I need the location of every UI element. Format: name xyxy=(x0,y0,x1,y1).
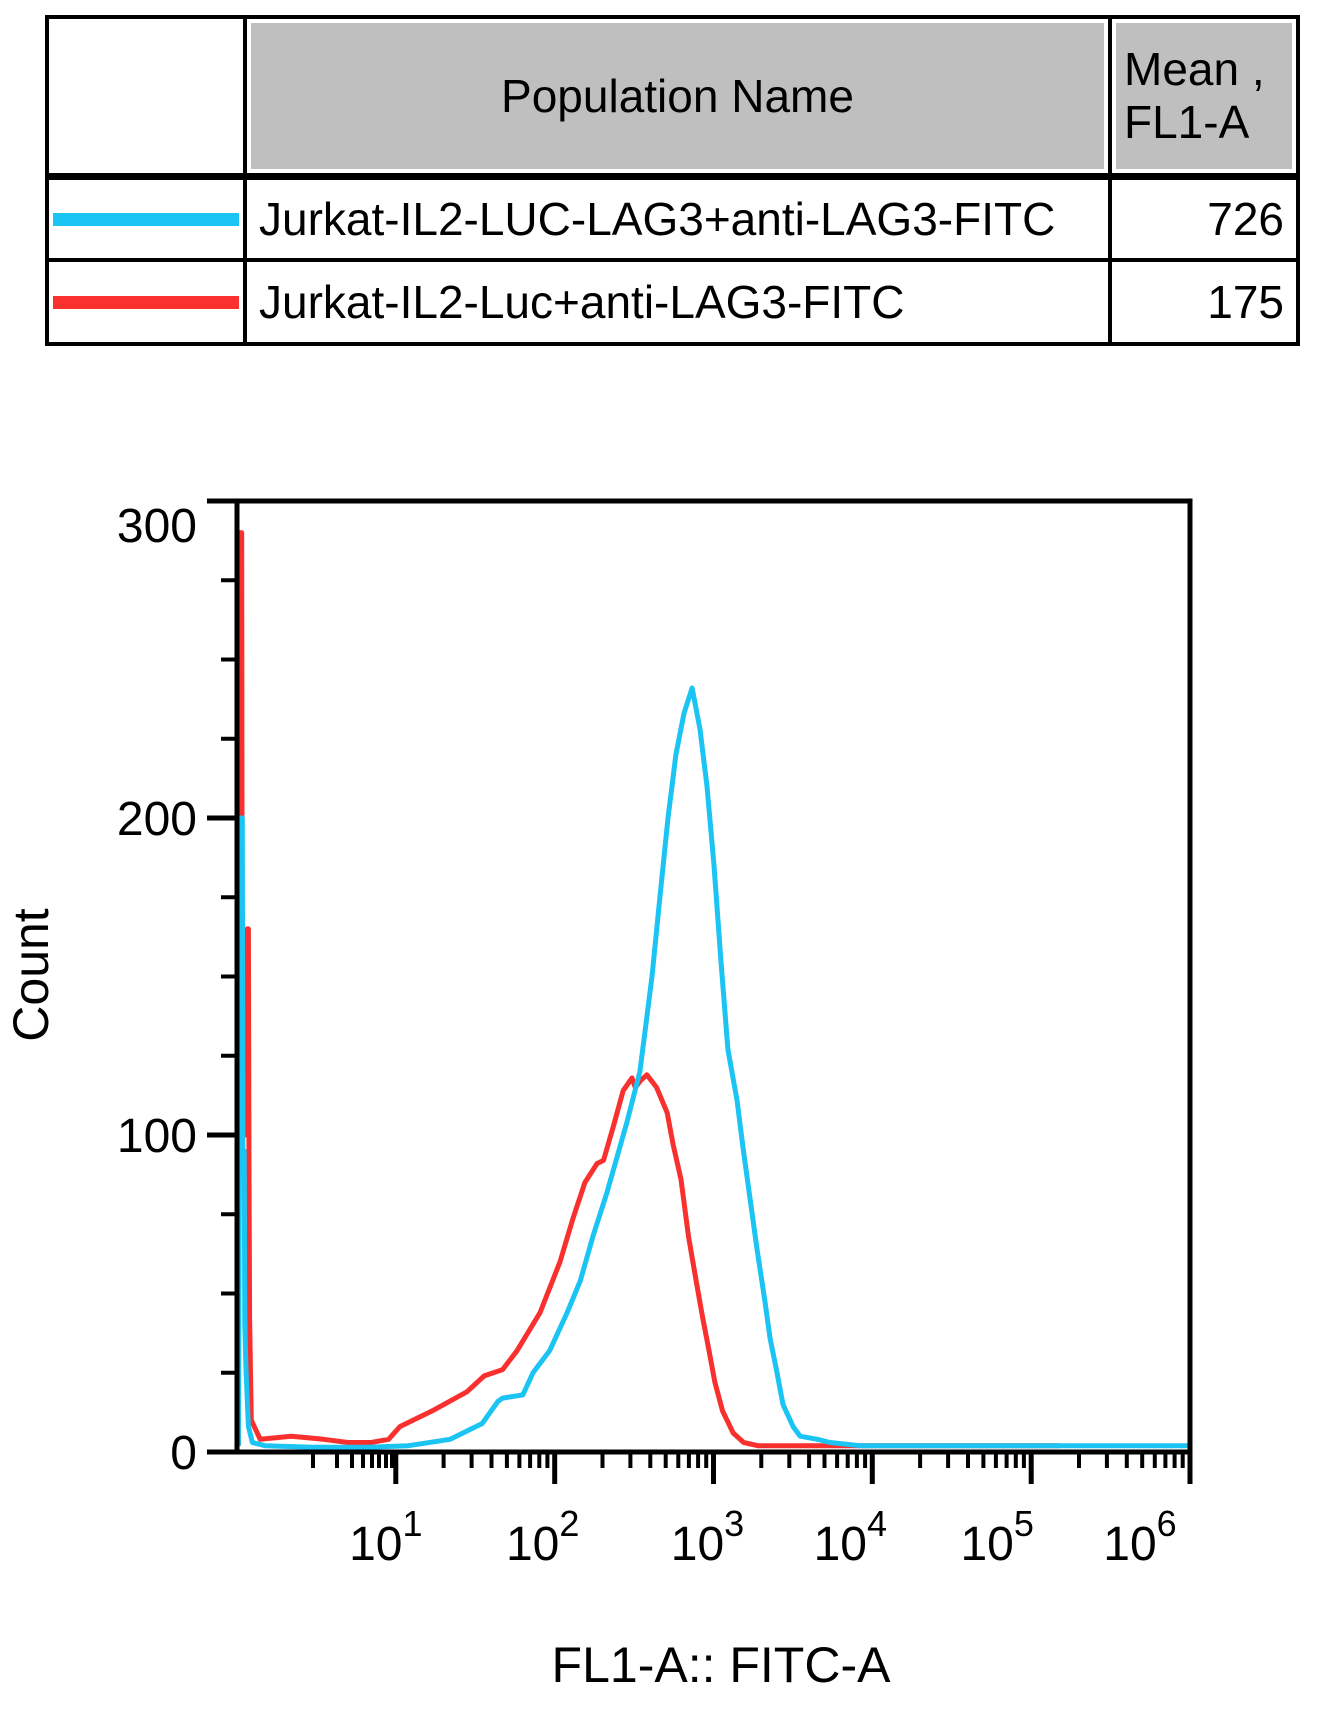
legend-header-swatch-cell xyxy=(49,19,247,180)
svg-text:200: 200 xyxy=(117,793,197,846)
table-row-1-name-cell: Jurkat-IL2-LUC-LAG3+anti-LAG3-FITC xyxy=(247,180,1112,262)
table-row-1-swatch-cell xyxy=(49,180,247,262)
population-name-1: Jurkat-IL2-LUC-LAG3+anti-LAG3-FITC xyxy=(259,192,1056,245)
plot-frame xyxy=(234,498,1193,1455)
legend-header-mean-cell: Mean , FL1-A xyxy=(1112,19,1296,180)
cyan-line-swatch xyxy=(53,212,239,226)
svg-text:102: 102 xyxy=(506,1503,579,1571)
mean-header-line2: FL1-A xyxy=(1124,96,1250,148)
mean-fl1a-header: Mean , FL1-A xyxy=(1116,23,1292,169)
mean-value-2: 175 xyxy=(1207,275,1284,328)
legend-table: Population Name Mean , FL1-A Jurkat-IL2-… xyxy=(45,15,1300,346)
y-axis-title: Count xyxy=(3,908,59,1042)
x-axis xyxy=(311,1452,1193,1484)
y-tick-labels: 0 100 200 300 xyxy=(117,500,197,1480)
mean-header-line1: Mean , xyxy=(1124,43,1265,96)
table-row-2-name-cell: Jurkat-IL2-Luc+anti-LAG3-FITC xyxy=(247,262,1112,342)
population-name-header: Population Name xyxy=(251,23,1104,169)
x-tick-labels: 101 102 103 104 105 106 xyxy=(349,1503,1177,1571)
svg-text:105: 105 xyxy=(960,1503,1033,1571)
svg-text:101: 101 xyxy=(349,1503,422,1571)
y-axis xyxy=(207,498,237,1455)
x-axis-title: FL1-A:: FITC-A xyxy=(552,1637,892,1693)
svg-text:300: 300 xyxy=(117,500,197,553)
legend-header-population-cell: Population Name xyxy=(247,19,1112,180)
svg-text:106: 106 xyxy=(1103,1503,1176,1571)
mean-value-1: 726 xyxy=(1207,192,1284,245)
population-name-2: Jurkat-IL2-Luc+anti-LAG3-FITC xyxy=(259,275,905,328)
red-line-swatch xyxy=(53,295,239,309)
svg-text:0: 0 xyxy=(170,1427,197,1480)
series-curves xyxy=(239,530,1188,1450)
svg-text:100: 100 xyxy=(117,1110,197,1163)
table-row-2-mean-cell: 175 xyxy=(1112,262,1296,342)
table-row-2-swatch-cell xyxy=(49,262,247,342)
curve-cyan xyxy=(239,685,1188,1450)
curve-red xyxy=(239,530,1060,1449)
population-name-header-label: Population Name xyxy=(501,69,854,122)
svg-text:104: 104 xyxy=(814,1503,887,1571)
table-row-1-mean-cell: 726 xyxy=(1112,180,1296,262)
svg-text:103: 103 xyxy=(671,1503,744,1571)
